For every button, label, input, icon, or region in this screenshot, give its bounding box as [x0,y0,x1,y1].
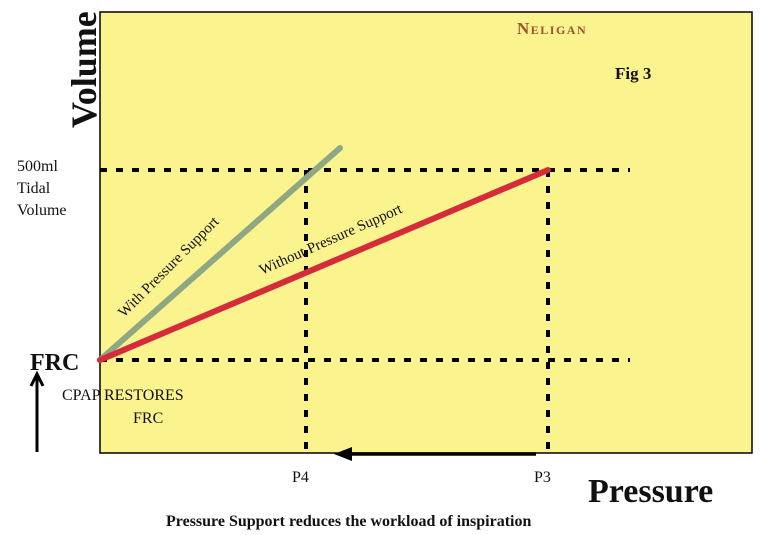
figure-caption: Pressure Support reduces the workload of… [166,513,531,530]
p4-tick-label: P4 [292,469,309,486]
p3-tick-label: P3 [534,469,551,486]
cpap-note-line1: CPAP RESTORES [62,387,184,404]
tidal-volume-marker-line2: Tidal [17,180,51,197]
y-axis-title: Volume [64,11,104,128]
without-pressure-support-line [97,167,551,363]
left-arrow-icon [334,447,536,461]
figure-label: Fig 3 [615,64,651,83]
up-arrow-icon [29,370,45,452]
frc-marker: FRC [30,350,79,376]
plot-area [99,11,753,454]
tidal-volume-marker-line3: Volume [17,202,66,219]
tidal-volume-marker-line1: 500ml [17,158,58,175]
cpap-note-line2: FRC [133,410,163,427]
with-pressure-support-line [97,145,343,363]
brand-label: Neligan [517,19,587,38]
x-axis-title: Pressure [588,473,713,510]
